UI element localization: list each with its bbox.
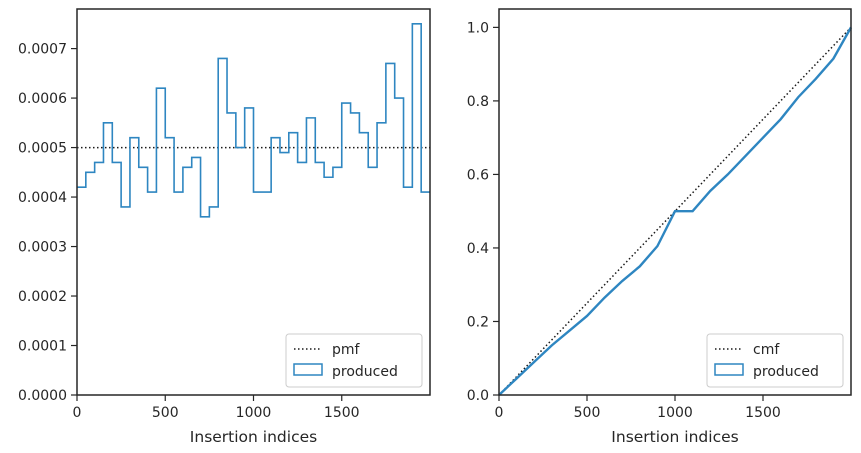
y-tick-label: 0.6 (467, 167, 489, 183)
cmf-chart: 0 500 1000 1500 0.0 0.2 0.4 0.6 0.8 1.0 Insertion… (467, 8, 853, 446)
pmf-legend-label-pmf: pmf (332, 342, 361, 358)
pmf-legend-box (285, 333, 423, 388)
cmf-legend-box (706, 333, 844, 388)
series-produced (498, 26, 853, 396)
cmf-plot-area (498, 26, 853, 396)
y-tick-label: 0.0005 (18, 141, 67, 157)
pmf-legend-produced-swatch (293, 363, 323, 376)
cmf-legend-label-cmf: cmf (753, 342, 780, 358)
cmf-ticks: 0 500 1000 1500 0.0 0.2 0.4 0.6 0.8 1.0 (467, 20, 781, 421)
y-tick-label: 0.0004 (18, 190, 67, 206)
cmf-x-axis-label: Insertion indices (611, 428, 738, 446)
y-tick-label: 0.0006 (18, 91, 67, 107)
cmf-legend-produced-swatch (714, 363, 744, 376)
y-tick-label: 0.4 (467, 241, 489, 257)
pmf-chart: 0 500 1000 1500 0.0000 0.0001 0.0002 0.0003 0.00… (18, 8, 431, 446)
pmf-legend: pmf produced (285, 333, 423, 388)
cmf-legend-label-produced: produced (753, 364, 819, 380)
y-tick-label: 1.0 (467, 20, 489, 36)
pmf-legend-label-produced: produced (332, 364, 398, 380)
y-tick-label: 0.2 (467, 314, 489, 330)
pmf-plot-area (77, 23, 430, 218)
x-tick-label: 0 (495, 405, 504, 421)
x-tick-label: 1000 (657, 405, 693, 421)
series-produced (77, 23, 430, 218)
y-tick-label: 0.0 (467, 388, 489, 404)
y-tick-label: 0.8 (467, 94, 489, 110)
x-tick-label: 1500 (324, 405, 360, 421)
pmf-ticks: 0 500 1000 1500 0.0000 0.0001 0.0002 0.0003 0.00… (18, 42, 360, 421)
y-tick-label: 0.0000 (18, 388, 67, 404)
x-tick-label: 500 (152, 405, 179, 421)
cmf-axes-frame (498, 8, 852, 396)
x-tick-label: 1000 (236, 405, 272, 421)
pmf-axes-frame (76, 8, 431, 396)
cmf-legend: cmf produced (706, 333, 844, 388)
series-cmf (498, 26, 852, 396)
pmf-x-axis-label: Insertion indices (190, 428, 317, 446)
y-tick-label: 0.0001 (18, 339, 67, 355)
x-tick-label: 500 (574, 405, 601, 421)
x-tick-label: 1500 (745, 405, 781, 421)
y-tick-label: 0.0002 (18, 289, 67, 305)
x-tick-label: 0 (73, 405, 82, 421)
y-tick-label: 0.0007 (18, 42, 67, 58)
y-tick-label: 0.0003 (18, 240, 67, 256)
